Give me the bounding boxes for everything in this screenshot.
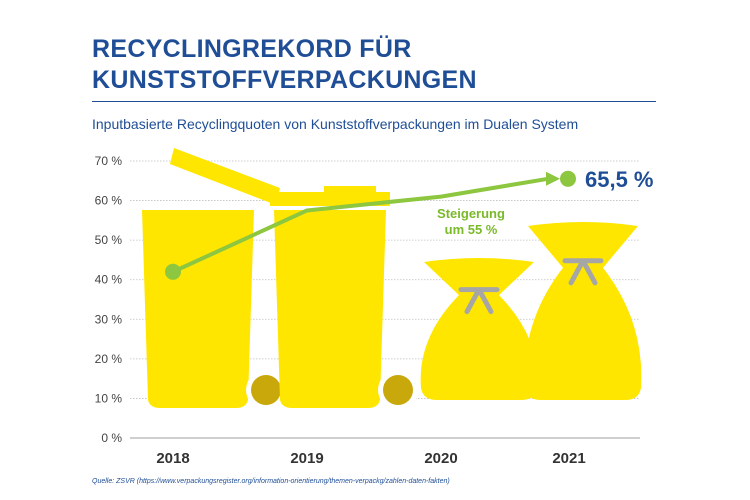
title-divider [92, 101, 656, 102]
y-tick-label: 30 % [95, 312, 123, 326]
y-tick-label: 60 % [95, 194, 123, 208]
x-tick-label: 2021 [552, 450, 585, 467]
data-point [165, 263, 181, 280]
series-layer [165, 170, 576, 280]
recycling-chart: 0 % 10 % 20 % 30 % 40 % 50 % 60 % 70 % 2018 2019 2… [95, 148, 654, 467]
bin-body [142, 210, 254, 408]
icon-layer [142, 148, 642, 410]
y-tick-label: 70 % [95, 154, 123, 168]
bin-body [274, 210, 386, 408]
y-tick-label: 20 % [95, 352, 123, 366]
bag-knot [458, 287, 500, 315]
annotation-line-2: um 55 % [445, 222, 498, 237]
data-point [560, 170, 576, 187]
title-line-2: KUNSTSTOFFVERPACKUNGEN [92, 66, 477, 94]
x-tick-label: 2018 [156, 450, 189, 467]
bag-body [420, 258, 538, 400]
source-note: Quelle: ZSVR (https://www.verpackungsreg… [92, 478, 450, 485]
yellow-bin-icon [142, 148, 286, 410]
annotation-line-1: Steigerung [437, 206, 505, 221]
value-label: 65,5 % [585, 167, 654, 192]
bag-body [524, 222, 642, 400]
bin-lid [170, 148, 280, 205]
series-line [172, 176, 549, 274]
series-arrowhead [546, 171, 560, 186]
axis-layer: 0 % 10 % 20 % 30 % 40 % 50 % 60 % 70 % 2018 2019 2… [95, 154, 586, 467]
yellow-bag-icon [524, 222, 642, 400]
x-tick-label: 2020 [424, 450, 457, 467]
chart-subtitle: Inputbasierte Recyclingquoten von Kunsts… [92, 116, 579, 132]
bin-lid-handle [324, 186, 376, 194]
y-tick-label: 10 % [95, 391, 123, 405]
title-line-1: RECYCLINGREKORD FÜR [92, 35, 412, 63]
x-tick-label: 2019 [290, 450, 323, 467]
bin-lid [270, 192, 390, 206]
yellow-bin-icon [270, 186, 418, 410]
yellow-bag-icon [420, 258, 538, 400]
page-title: RECYCLINGREKORD FÜR KUNSTSTOFFVERPACKUNG… [92, 34, 692, 96]
bin-wheel [383, 375, 413, 405]
y-tick-label: 40 % [95, 273, 123, 287]
bag-knot [562, 258, 604, 286]
y-tick-label: 0 % [101, 431, 122, 445]
bin-wheel [251, 375, 281, 405]
y-tick-label: 50 % [95, 233, 123, 247]
